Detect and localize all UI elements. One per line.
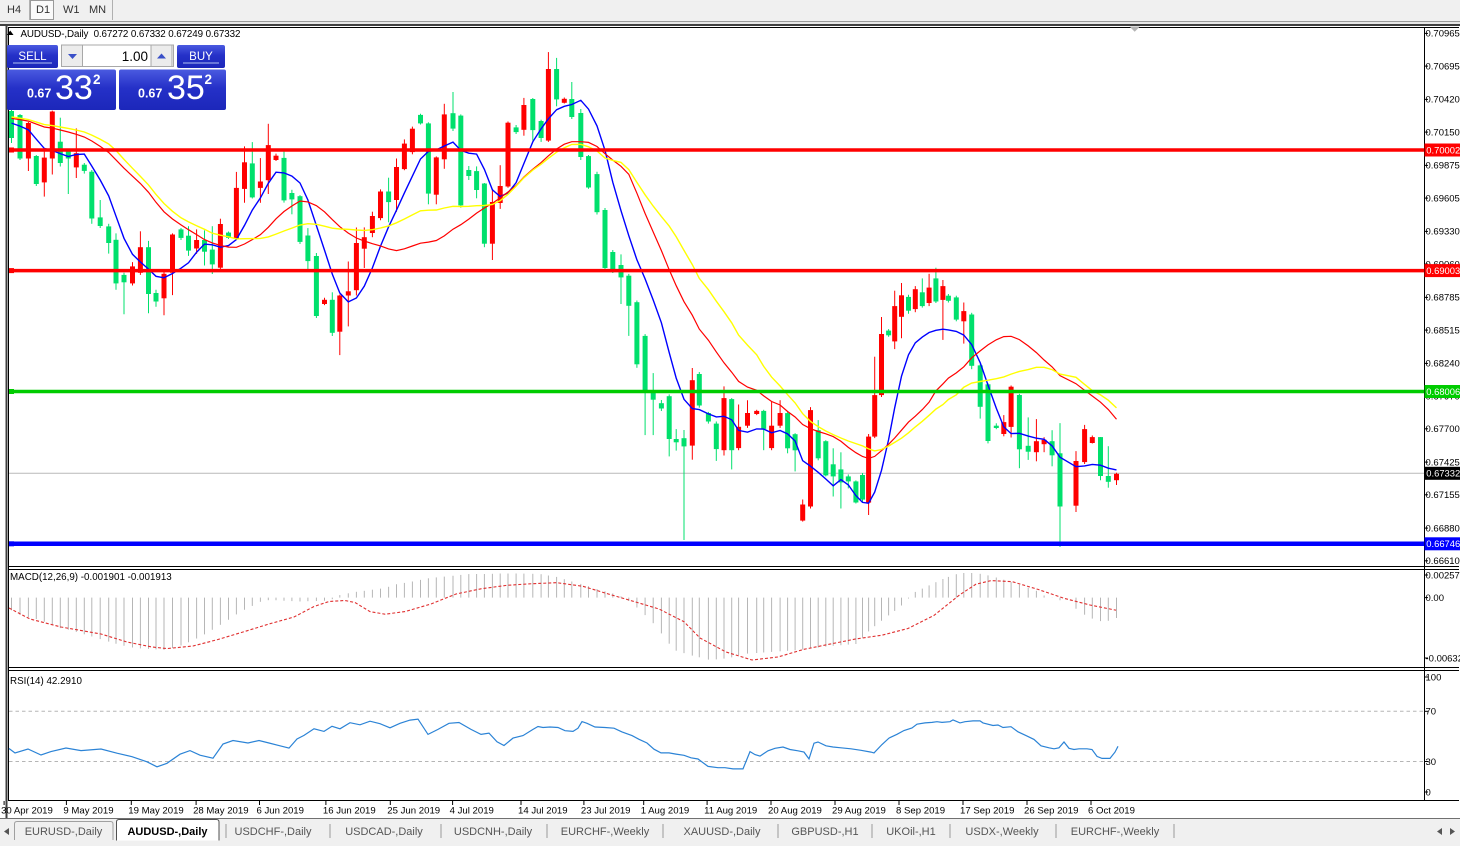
svg-text:0.68785: 0.68785 (1426, 293, 1460, 304)
svg-text:RSI(14) 42.2910: RSI(14) 42.2910 (10, 676, 82, 687)
svg-text:16 Jun 2019: 16 Jun 2019 (323, 806, 376, 817)
svg-text:19 May 2019: 19 May 2019 (128, 806, 183, 817)
svg-text:BUY: BUY (189, 51, 213, 63)
svg-text:AUDUSD-,Daily 0.67272 0.67332: AUDUSD-,Daily 0.67272 0.67332 0.67249 0.… (21, 29, 241, 40)
svg-text:-0.006320: -0.006320 (1426, 653, 1460, 664)
svg-text:W1: W1 (63, 4, 80, 16)
svg-text:1 Aug 2019: 1 Aug 2019 (641, 806, 690, 817)
svg-text:0.66880: 0.66880 (1426, 523, 1460, 534)
svg-text:9 May 2019: 9 May 2019 (63, 806, 113, 817)
svg-text:USDCNH-,Daily: USDCNH-,Daily (454, 826, 533, 838)
svg-text:25 Jun 2019: 25 Jun 2019 (387, 806, 440, 817)
svg-text:33: 33 (55, 69, 93, 107)
svg-text:D1: D1 (36, 4, 50, 16)
svg-text:USDCAD-,Daily: USDCAD-,Daily (345, 826, 423, 838)
svg-text:0.67: 0.67 (138, 87, 162, 101)
svg-text:0.67425: 0.67425 (1426, 457, 1460, 468)
svg-text:EURUSD-,Daily: EURUSD-,Daily (25, 826, 103, 838)
svg-text:0.69605: 0.69605 (1426, 193, 1460, 204)
svg-text:0.67332: 0.67332 (1426, 468, 1460, 479)
svg-text:28 May 2019: 28 May 2019 (193, 806, 248, 817)
svg-text:USDCHF-,Daily: USDCHF-,Daily (235, 826, 313, 838)
svg-text:23 Jul 2019: 23 Jul 2019 (581, 806, 631, 817)
svg-text:2: 2 (205, 72, 213, 87)
svg-text:EURCHF-,Weekly: EURCHF-,Weekly (561, 826, 650, 838)
svg-text:2: 2 (93, 72, 101, 87)
svg-text:XAUUSD-,Daily: XAUUSD-,Daily (683, 826, 761, 838)
svg-text:0.00: 0.00 (1426, 593, 1445, 604)
svg-text:0: 0 (1426, 787, 1431, 798)
svg-text:6 Oct 2019: 6 Oct 2019 (1088, 806, 1135, 817)
svg-text:0.70420: 0.70420 (1426, 95, 1460, 106)
svg-text:0.69330: 0.69330 (1426, 227, 1460, 238)
svg-text:0.67155: 0.67155 (1426, 490, 1460, 501)
svg-text:0.69003: 0.69003 (1426, 265, 1460, 276)
svg-text:AUDUSD-,Daily: AUDUSD-,Daily (127, 826, 208, 838)
svg-text:MACD(12,26,9) -0.001901 -0.001: MACD(12,26,9) -0.001901 -0.001913 (10, 572, 172, 583)
svg-text:26 Sep 2019: 26 Sep 2019 (1024, 806, 1078, 817)
svg-text:0.67: 0.67 (27, 87, 51, 101)
svg-text:SELL: SELL (18, 51, 47, 63)
svg-text:0.70965: 0.70965 (1426, 29, 1460, 40)
svg-text:0.68240: 0.68240 (1426, 359, 1460, 370)
svg-text:MN: MN (89, 4, 106, 16)
svg-text:0.68515: 0.68515 (1426, 325, 1460, 336)
svg-text:GBPUSD-,H1: GBPUSD-,H1 (791, 826, 858, 838)
svg-text:100: 100 (1426, 672, 1442, 683)
svg-text:30: 30 (1426, 757, 1437, 768)
svg-text:30 Apr 2019: 30 Apr 2019 (1, 806, 53, 817)
svg-text:0.67700: 0.67700 (1426, 424, 1460, 435)
svg-text:17 Sep 2019: 17 Sep 2019 (960, 806, 1014, 817)
svg-text:6 Jun 2019: 6 Jun 2019 (257, 806, 304, 817)
svg-text:35: 35 (167, 69, 205, 107)
svg-text:11 Aug 2019: 11 Aug 2019 (704, 806, 757, 817)
svg-text:0.66746: 0.66746 (1426, 538, 1460, 549)
svg-text:14 Jul 2019: 14 Jul 2019 (518, 806, 568, 817)
svg-text:0.70695: 0.70695 (1426, 61, 1460, 72)
svg-text:0.002574: 0.002574 (1426, 570, 1460, 581)
svg-text:0.69875: 0.69875 (1426, 161, 1460, 172)
svg-text:0.70002: 0.70002 (1426, 144, 1460, 155)
svg-text:0.70150: 0.70150 (1426, 127, 1460, 138)
svg-text:UKOil-,H1: UKOil-,H1 (886, 826, 936, 838)
svg-text:H4: H4 (7, 4, 21, 16)
svg-text:0.66610: 0.66610 (1426, 556, 1460, 567)
svg-text:EURCHF-,Weekly: EURCHF-,Weekly (1071, 826, 1160, 838)
svg-text:4 Jul 2019: 4 Jul 2019 (450, 806, 494, 817)
svg-text:20 Aug 2019: 20 Aug 2019 (768, 806, 822, 817)
svg-text:1.00: 1.00 (122, 49, 148, 64)
svg-text:70: 70 (1426, 707, 1437, 718)
svg-text:0.68006: 0.68006 (1426, 386, 1460, 397)
svg-text:8 Sep 2019: 8 Sep 2019 (896, 806, 945, 817)
svg-text:29 Aug 2019: 29 Aug 2019 (832, 806, 886, 817)
svg-text:USDX-,Weekly: USDX-,Weekly (965, 826, 1039, 838)
